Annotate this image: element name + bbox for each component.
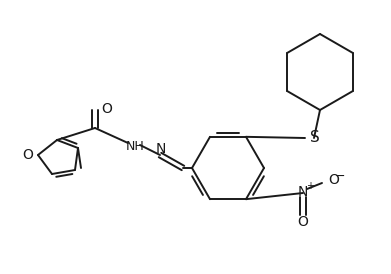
Text: O: O xyxy=(328,173,339,187)
Text: O: O xyxy=(298,215,308,229)
Text: S: S xyxy=(310,130,320,145)
Text: N: N xyxy=(298,185,308,199)
Text: N: N xyxy=(156,142,166,156)
Text: −: − xyxy=(335,170,346,182)
Text: O: O xyxy=(101,102,112,116)
Text: O: O xyxy=(22,148,33,162)
Text: NH: NH xyxy=(126,141,144,153)
Text: +: + xyxy=(306,181,314,191)
